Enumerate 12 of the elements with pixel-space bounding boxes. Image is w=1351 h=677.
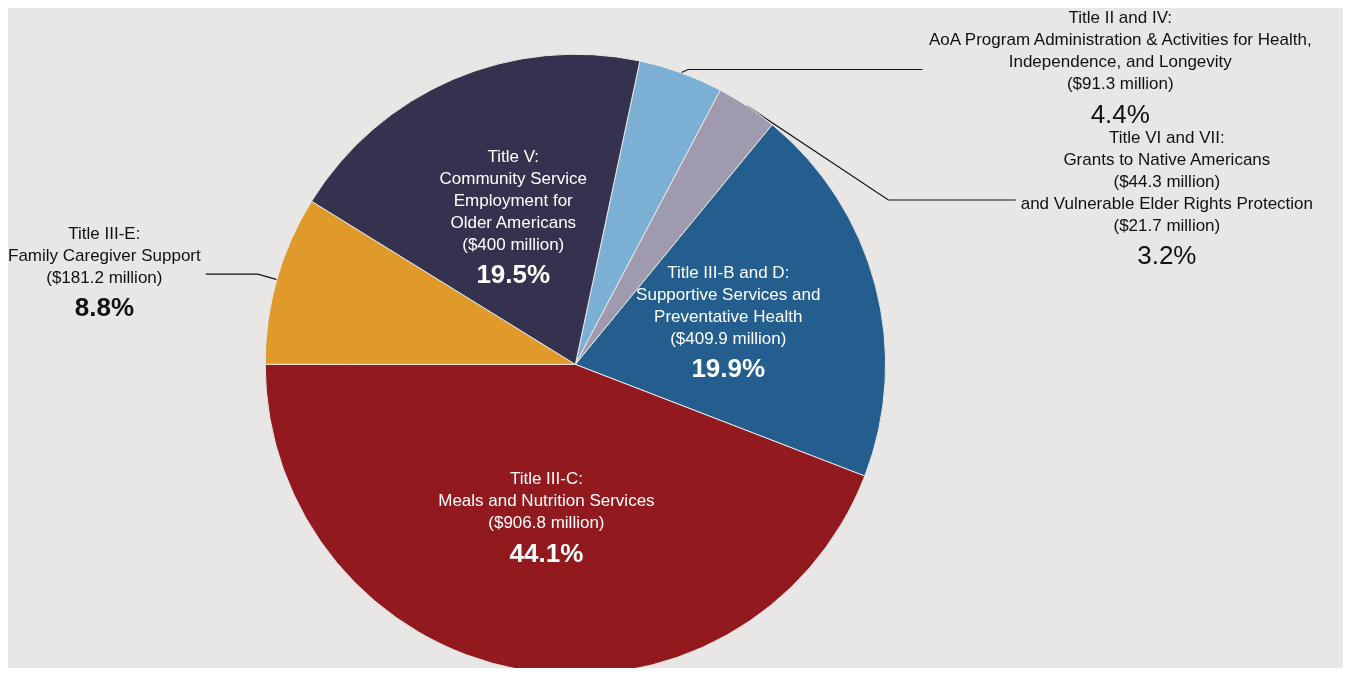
data-label: 19.5% [476, 259, 551, 290]
data-label: 3.2% [1137, 240, 1197, 270]
data-label: 44.1% [509, 537, 584, 568]
data-label: 4.4% [1090, 98, 1150, 129]
data-label: 19.9% [691, 353, 766, 384]
slice-label: Title VI and VII: Grants to Native Americans ($44.3 million) and Vulnerable Elder Rights Protection ($21.7 million) [1020, 127, 1313, 235]
slice-label: Title III-B and D: Supportive Services and Preventative Health ($409.9 million) [636, 262, 821, 348]
slice-label: Title III-C: Meals and Nutrition Services ($906.8 million) [438, 469, 655, 533]
data-label: 8.8% [74, 292, 134, 323]
slice-label: Title III-E: Family Caregiver Support ($181.2 million) [7, 223, 202, 287]
slice-label: Title II and IV: AoA Program Administration & Activities for Health, Independence, and Longevity ($91.3 million) [928, 8, 1312, 93]
slice-label: Title V: Community Service Employment for Older Americans ($400 million) [439, 146, 587, 254]
